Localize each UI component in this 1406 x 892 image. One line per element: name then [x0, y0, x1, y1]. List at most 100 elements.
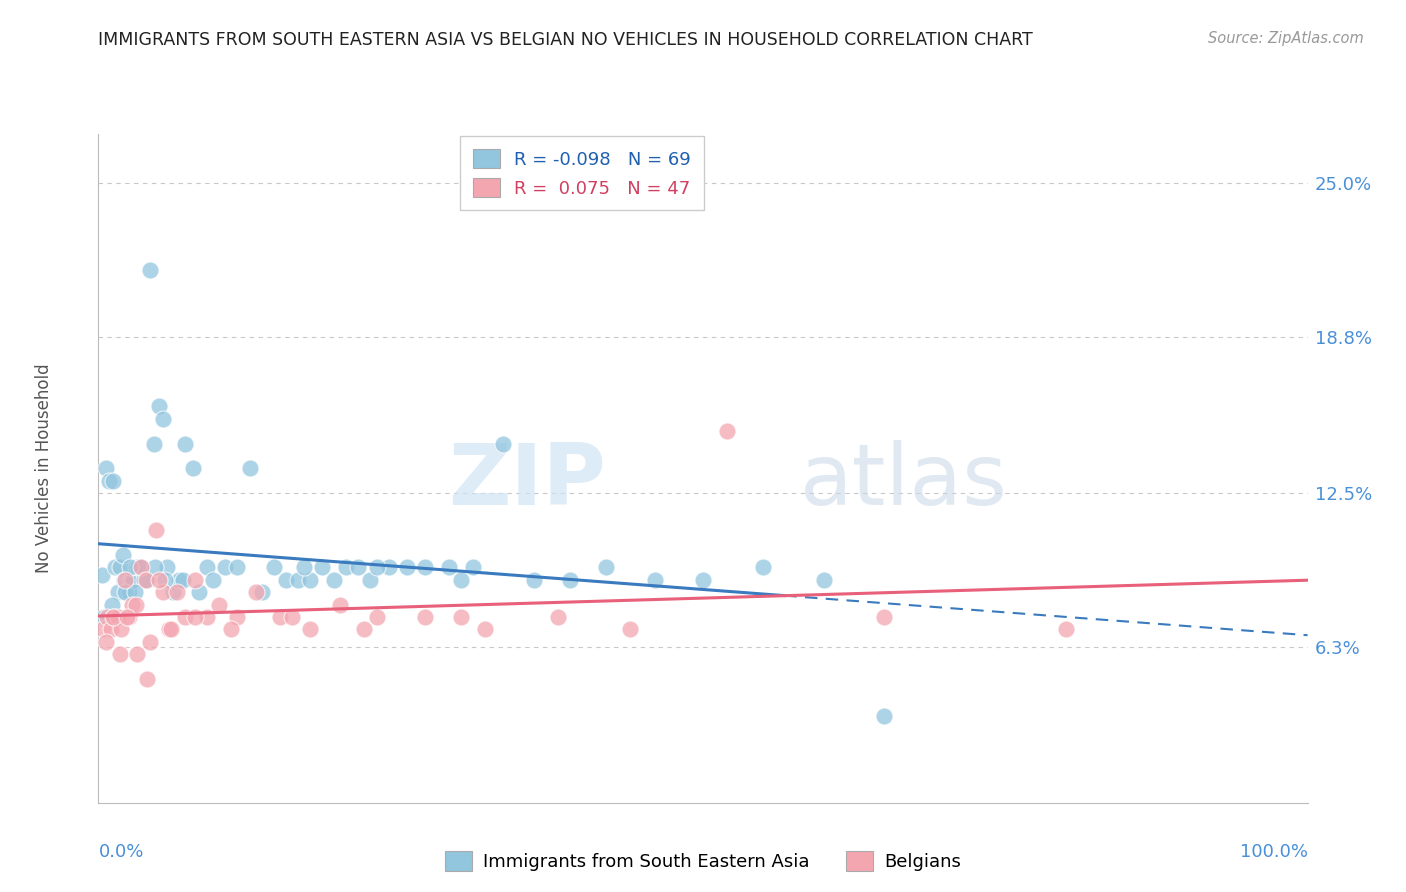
Point	[114, 573, 136, 587]
Point	[115, 585, 138, 599]
Point	[311, 560, 333, 574]
Point	[129, 560, 152, 574]
Point	[873, 610, 896, 624]
Point	[1054, 623, 1077, 637]
Point	[94, 634, 117, 648]
Point	[195, 610, 218, 624]
Point	[263, 560, 285, 574]
Point	[139, 263, 162, 277]
Point	[366, 610, 388, 624]
Point	[127, 647, 149, 661]
Point	[91, 567, 114, 582]
Point	[152, 411, 174, 425]
Point	[413, 560, 436, 574]
Point	[172, 573, 194, 587]
Point	[114, 585, 136, 599]
Point	[120, 573, 142, 587]
Point	[152, 585, 174, 599]
Text: Source: ZipAtlas.com: Source: ZipAtlas.com	[1208, 31, 1364, 46]
Point	[112, 573, 135, 587]
Point	[122, 573, 145, 587]
Point	[174, 610, 197, 624]
Point	[107, 610, 129, 624]
Point	[101, 610, 124, 624]
Point	[107, 585, 129, 599]
Point	[110, 623, 132, 637]
Point	[91, 623, 114, 637]
Point	[121, 598, 143, 612]
Point	[413, 610, 436, 624]
Point	[752, 560, 775, 574]
Point	[395, 560, 418, 574]
Point	[143, 560, 166, 574]
Point	[93, 610, 115, 624]
Point	[813, 573, 835, 587]
Point	[547, 610, 569, 624]
Point	[100, 598, 122, 612]
Point	[169, 573, 191, 587]
Point	[127, 560, 149, 574]
Point	[118, 610, 141, 624]
Point	[148, 400, 170, 414]
Point	[156, 560, 179, 574]
Point	[160, 623, 183, 637]
Point	[250, 585, 273, 599]
Point	[118, 585, 141, 599]
Point	[105, 610, 128, 624]
Text: ZIP: ZIP	[449, 440, 606, 524]
Point	[125, 560, 148, 574]
Point	[135, 672, 157, 686]
Point	[100, 623, 122, 637]
Point	[174, 436, 197, 450]
Point	[181, 461, 204, 475]
Point	[595, 560, 617, 574]
Point	[329, 598, 352, 612]
Point	[716, 424, 738, 438]
Point	[437, 560, 460, 574]
Point	[184, 573, 207, 587]
Point	[619, 623, 641, 637]
Point	[153, 573, 176, 587]
Point	[450, 610, 472, 624]
Text: 100.0%: 100.0%	[1240, 843, 1308, 861]
Point	[474, 623, 496, 637]
Point	[245, 585, 267, 599]
Point	[692, 573, 714, 587]
Point	[347, 560, 370, 574]
Point	[103, 610, 125, 624]
Point	[226, 610, 249, 624]
Point	[166, 585, 188, 599]
Point	[117, 610, 139, 624]
Point	[108, 560, 131, 574]
Point	[492, 436, 515, 450]
Point	[558, 573, 581, 587]
Point	[239, 461, 262, 475]
Point	[360, 573, 382, 587]
Point	[108, 647, 131, 661]
Point	[111, 548, 134, 562]
Point	[281, 610, 304, 624]
Point	[287, 573, 309, 587]
Point	[118, 560, 141, 574]
Point	[463, 560, 485, 574]
Text: No Vehicles in Household: No Vehicles in Household	[35, 363, 53, 574]
Point	[366, 560, 388, 574]
Point	[299, 573, 322, 587]
Point	[323, 573, 346, 587]
Point	[299, 623, 322, 637]
Point	[94, 461, 117, 475]
Point	[157, 623, 180, 637]
Point	[162, 585, 184, 599]
Point	[377, 560, 399, 574]
Point	[139, 634, 162, 648]
Point	[226, 560, 249, 574]
Point	[101, 474, 124, 488]
Point	[98, 474, 121, 488]
Point	[125, 598, 148, 612]
Point	[148, 573, 170, 587]
Point	[134, 573, 156, 587]
Point	[129, 560, 152, 574]
Point	[523, 573, 546, 587]
Point	[873, 709, 896, 723]
Point	[135, 573, 157, 587]
